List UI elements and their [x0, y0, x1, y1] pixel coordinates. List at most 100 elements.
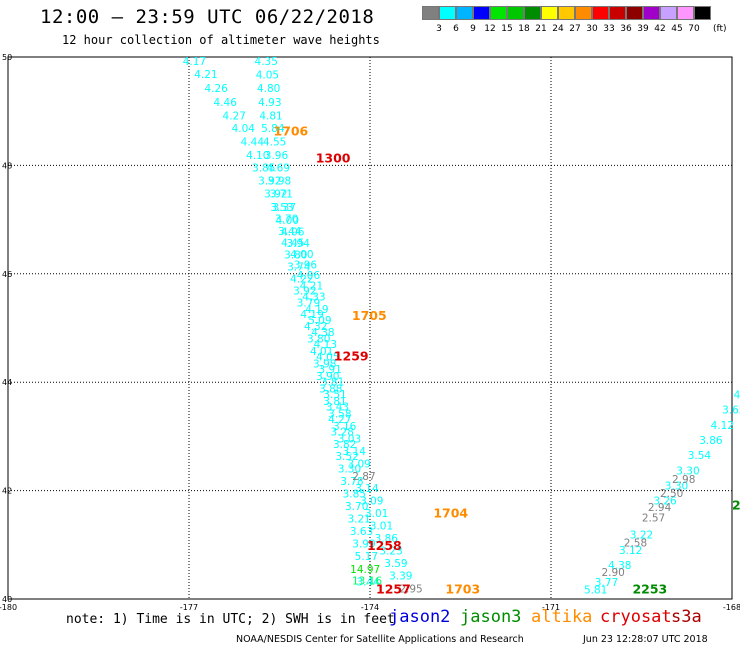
swh-point: 3.92	[258, 175, 281, 187]
x-tick-label: -168	[723, 603, 740, 612]
swh-point: 3.77	[595, 577, 618, 589]
x-tick-label: -177	[180, 603, 198, 612]
swh-point: 3.85	[252, 162, 275, 174]
colorbar-swatch	[507, 6, 524, 20]
swh-point: 4.22	[290, 273, 313, 285]
swh-point: 3.51	[323, 389, 346, 401]
swh-point: 4.05	[316, 352, 339, 364]
swh-point: 3.03	[338, 433, 361, 445]
colorbar-label: 36	[620, 24, 632, 34]
swh-point: 4.81	[259, 110, 282, 122]
swh-point: 2.95	[399, 583, 422, 595]
colorbar-label: 27	[569, 24, 581, 34]
pass-time-label: 1703	[445, 582, 480, 597]
swh-point: 3.71	[270, 188, 293, 200]
swh-point: 2.94	[648, 502, 672, 514]
swh-point: 3.91	[318, 364, 341, 376]
swh-point: 3.86	[699, 435, 723, 447]
swh-point: 3.74	[287, 262, 311, 274]
swh-point: 4.27	[223, 110, 246, 122]
colorbar-swatch	[575, 6, 592, 20]
swh-point: 4.38	[311, 327, 334, 339]
pass-time-label: 1259	[334, 349, 369, 364]
swh-point: 3.98	[313, 359, 336, 371]
swh-point: 2.90	[601, 567, 624, 579]
swh-point: 4.33	[302, 291, 325, 303]
y-tick-label: 46	[2, 270, 12, 279]
swh-point: 3.85	[343, 489, 366, 501]
swh-point: 2.87	[352, 471, 375, 483]
swh-point: 3.22	[630, 529, 653, 541]
y-tick-label: 44	[2, 378, 12, 387]
swh-point: 2.57	[642, 512, 665, 524]
swh-point: 4.06	[297, 270, 321, 282]
colorbar-swatch	[677, 6, 694, 20]
swh-point: 3.12	[619, 545, 642, 557]
swh-point: 4.19	[300, 309, 323, 321]
swh-point: 5.84	[261, 123, 285, 135]
swh-point: 3.65	[722, 405, 740, 417]
swh-point: 3.70	[275, 213, 298, 225]
swh-point: 4.46	[214, 97, 238, 109]
colorbar-swatch	[473, 6, 490, 20]
y-tick-label: 48	[2, 161, 12, 170]
pass-time-label: 1706	[273, 124, 308, 139]
swh-point: 4.13	[314, 339, 337, 351]
swh-point: 3.96	[265, 150, 289, 162]
swh-point: 4.17	[183, 56, 206, 68]
swh-point: 5.09	[308, 315, 331, 327]
colorbar-swatch	[592, 6, 609, 20]
generated-timestamp: Jun 23 12:28:07 UTC 2018	[583, 634, 708, 645]
swh-point: 3.01	[370, 521, 393, 533]
swh-point: 3.96	[294, 259, 318, 271]
swh-point: 3.94	[287, 238, 311, 250]
swh-point: 3.63	[350, 526, 373, 538]
x-tick-label: -171	[542, 603, 560, 612]
colorbar-label: 12	[484, 24, 496, 34]
swh-point: 3.78	[340, 476, 363, 488]
swh-point: 4.06	[281, 226, 305, 238]
swh-point: 4.21	[300, 281, 323, 293]
swh-point: 3.82	[333, 439, 356, 451]
swh-point: 3.09	[347, 458, 370, 470]
x-tick-label: -174	[361, 603, 379, 612]
colorbar-swatch	[439, 6, 456, 20]
swh-point: 3.30	[338, 464, 361, 476]
colorbar-label: 42	[654, 24, 666, 34]
colorbar-swatch	[626, 6, 643, 20]
colorbar-swatch	[609, 6, 626, 20]
swh-point: 4.26	[204, 83, 228, 95]
swh-point: 3.01	[365, 508, 388, 520]
swh-point: 3.37	[273, 202, 296, 214]
swh-point: 3.14	[343, 446, 367, 458]
legend-item-s3a: s3a	[671, 607, 702, 627]
colorbar-swatch	[490, 6, 507, 20]
swh-point: 4.45	[281, 238, 304, 250]
swh-point: 4.32	[304, 321, 327, 333]
chart-subtitle: 12 hour collection of altimeter wave hei…	[62, 33, 380, 47]
swh-point: 4.21	[194, 69, 217, 81]
grid-lines	[7, 56, 733, 600]
swh-point: 3.54	[688, 450, 712, 462]
colorbar-swatch	[694, 6, 711, 20]
legend-item-altika: altika	[531, 607, 593, 627]
colorbar-swatch	[643, 6, 660, 20]
swh-point: 4.27	[328, 414, 351, 426]
swh-point: 4.05	[256, 70, 279, 82]
swh-point: 3.80	[307, 334, 330, 346]
colorbar-label: 21	[535, 24, 547, 34]
swh-point: 5.81	[584, 585, 607, 597]
colorbar-label: 6	[453, 24, 459, 34]
credit-line: NOAA/NESDIS Center for Satellite Applica…	[236, 634, 524, 645]
swh-point: 3.44	[278, 226, 302, 238]
swh-point: 3.86	[375, 533, 399, 545]
swh-point: 3.58	[328, 408, 351, 420]
colorbar-swatch	[558, 6, 575, 20]
swh-point: 3.30	[676, 465, 699, 477]
swh-point: 4.44	[241, 136, 265, 148]
swh-point: 3.09	[360, 496, 383, 508]
swh-point: 5.17	[355, 551, 378, 563]
swh-point: 3.80	[284, 250, 307, 262]
swh-point: 3.23	[379, 546, 402, 558]
